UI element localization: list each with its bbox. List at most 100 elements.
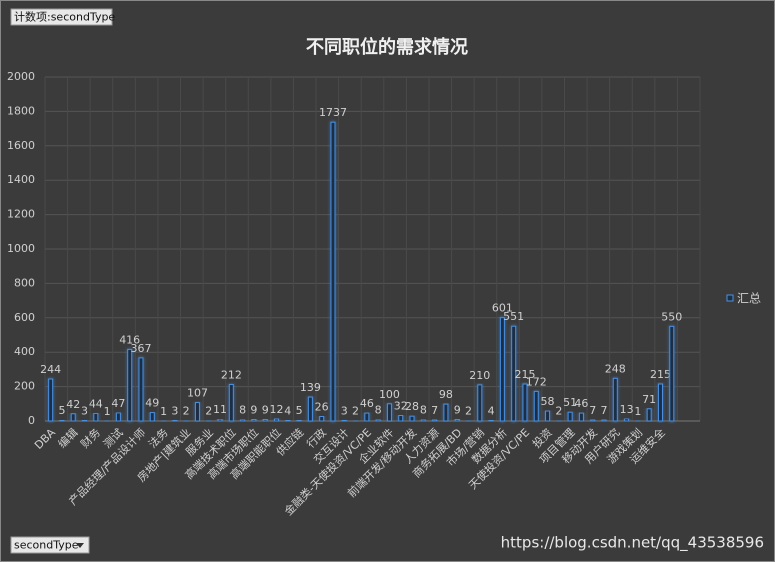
data-label: 13 [620,403,634,416]
data-label: 107 [187,387,208,400]
data-label: 550 [661,310,682,323]
bar [669,325,675,422]
data-label: 8 [375,404,382,417]
data-label: 26 [315,401,329,414]
data-label: 367 [130,342,151,355]
data-label: 9 [454,403,461,416]
y-tick-label: 800 [14,276,35,289]
data-label: 212 [221,369,242,382]
bar [138,357,144,422]
filter-button-label[interactable]: 计数项:secondType [14,11,115,24]
data-label: 3 [81,404,88,417]
bar [48,378,54,422]
bar [82,419,88,422]
data-label: 215 [514,368,535,381]
data-label: 248 [605,362,626,375]
watermark: https://blog.csdn.net/qq_43538596 [501,534,764,553]
bar [127,348,133,422]
data-label: 215 [650,368,671,381]
bar [274,418,280,422]
y-tick-label: 200 [14,380,35,393]
bar [228,384,234,422]
data-label: 7 [601,404,608,417]
y-tick-label: 1200 [7,208,35,221]
bar [307,396,313,422]
data-label: 100 [379,388,400,401]
bar [115,412,121,422]
data-label: 58 [541,395,555,408]
bar [70,413,76,422]
bar [296,419,302,422]
bar [420,419,426,422]
data-label: 172 [526,375,547,388]
data-label: 8 [239,404,246,417]
data-label: 2 [465,405,472,418]
data-label: 139 [300,381,321,394]
legend-label: 汇总 [737,292,761,306]
bar [443,403,449,422]
y-tick-label: 2000 [7,70,35,83]
data-label: 98 [439,388,453,401]
data-label: 49 [145,397,159,410]
bar [477,384,483,422]
data-label: 7 [589,404,596,417]
data-label: 32 [394,399,408,412]
data-label: 12 [270,403,284,416]
bar [511,325,517,422]
bar [194,402,200,422]
filter-button[interactable]: 计数项:secondType [10,8,115,26]
data-label: 1 [104,405,111,418]
data-label: 5 [296,404,303,417]
bar [601,419,607,422]
y-tick-label: 1000 [7,242,35,255]
data-label: 416 [119,333,140,346]
data-label: 7 [431,404,438,417]
bar [386,403,392,422]
data-label: 11 [213,403,227,416]
bar [567,411,573,422]
data-label: 46 [574,397,588,410]
data-label: 46 [360,397,374,410]
data-label: 551 [503,310,524,323]
bar [590,419,596,422]
data-label: 4 [284,404,291,417]
bar [172,419,178,422]
bar [262,418,268,422]
axis-dropdown-label[interactable]: secondType [14,539,79,552]
data-label: 210 [469,369,490,382]
data-label: 4 [488,404,495,417]
data-label: 28 [405,400,419,413]
y-tick-label: 1600 [7,139,35,152]
data-label: 1 [160,405,167,418]
data-label: 2 [352,405,359,418]
data-label: 244 [40,363,61,376]
bar [240,419,246,422]
bar [319,416,325,422]
data-label: 42 [66,398,80,411]
data-label: 601 [492,302,513,315]
bar [646,408,652,422]
y-tick-label: 0 [28,414,35,427]
bar [612,377,618,422]
y-tick-label: 1400 [7,173,35,186]
bar [375,419,381,422]
data-label: 2 [183,405,190,418]
data-label: 3 [171,404,178,417]
data-label: 1 [634,405,641,418]
data-label: 9 [250,403,257,416]
y-tick-label: 1800 [7,104,35,117]
bar [454,418,460,422]
chart-title: 不同职位的需求情况 [306,36,468,58]
bar [499,317,505,422]
data-label: 2 [555,405,562,418]
data-label: 5 [58,404,65,417]
bar [398,414,404,422]
bar [409,415,415,422]
axis-dropdown[interactable]: secondType [10,536,90,554]
data-label: 44 [89,397,103,410]
y-tick-label: 600 [14,311,35,324]
data-label: 2 [205,405,212,418]
legend-swatch [726,294,734,302]
bar [285,419,291,422]
